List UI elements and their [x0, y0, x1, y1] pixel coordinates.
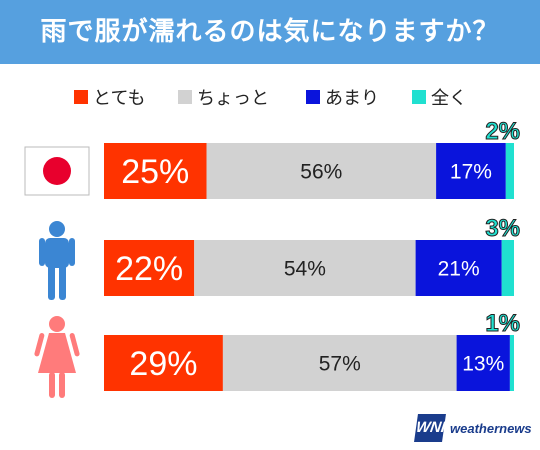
legend-item-mattaku: 全く [412, 84, 467, 110]
legend-label-amari: あまり [325, 88, 379, 109]
bar-label-amari-row-3: 13% [462, 353, 504, 376]
bar-mattaku-row-3 [509, 335, 514, 391]
bar-label-amari-row-1: 17% [450, 161, 492, 184]
bar-label-chotto-row-2: 54% [284, 258, 326, 281]
bar-totemo-row-3 [104, 335, 223, 391]
legend-item-amari: あまり [306, 84, 379, 110]
legend-label-chotto: ちょっと [197, 88, 269, 109]
bar-mattaku-row-2 [501, 240, 514, 296]
legend-label-mattaku: 全く [431, 88, 467, 109]
female-icon [34, 316, 80, 398]
japan-flag-icon [24, 146, 90, 196]
bar-chotto-row-2 [194, 240, 416, 296]
legend-item-totemo: とても [74, 84, 146, 110]
bar-label-chotto-row-3: 57% [319, 353, 361, 376]
legend-item-chotto: ちょっと [178, 84, 269, 110]
bar-totemo-row-1 [104, 143, 207, 199]
weathernews-logo-text: weathernews [450, 420, 532, 436]
weathernews-logo: WNI weathernews [414, 414, 532, 442]
bar-amari-row-3 [456, 335, 510, 391]
bar-label-totemo-row-3: 29% [129, 345, 197, 383]
bar-chotto-row-1 [206, 143, 437, 199]
bar-label-totemo-row-1: 25% [121, 153, 189, 191]
chart-title: 雨で服が濡れるのは気になりますか？ [40, 17, 500, 47]
bar-label-totemo-row-2: 22% [115, 250, 183, 288]
legend-swatch-amari [306, 90, 320, 104]
legend-swatch-chotto [178, 90, 192, 104]
male-icon [39, 221, 75, 300]
bar-amari-row-2 [415, 240, 502, 296]
bar-chotto-row-3 [222, 335, 457, 391]
title-bar: 雨で服が濡れるのは気になりますか？ [0, 0, 540, 64]
bar-label-chotto-row-1: 56% [300, 161, 342, 184]
legend-label-totemo: とても [93, 88, 146, 109]
bar-label-mattaku-row-1: 2% [485, 118, 520, 145]
bar-label-mattaku-row-3: 1% [485, 310, 520, 337]
bar-label-amari-row-2: 21% [438, 258, 480, 281]
bar-amari-row-1 [436, 143, 506, 199]
legend-swatch-mattaku [412, 90, 426, 104]
bar-label-mattaku-row-2: 3% [485, 215, 520, 242]
bar-totemo-row-2 [104, 240, 195, 296]
legend-swatch-totemo [74, 90, 88, 104]
bar-mattaku-row-1 [505, 143, 514, 199]
wni-logo-mark: WNI [414, 414, 446, 442]
legend: とても ちょっと あまり 全く [0, 84, 540, 110]
bars-group: 25% 56% 17% 2% 22% 54% 21%3% 29% 57% 13% 1% [104, 118, 521, 391]
